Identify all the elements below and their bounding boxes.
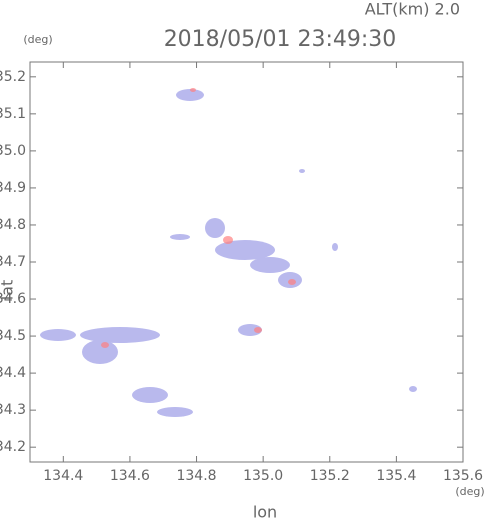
y-tick-label: 34.9 bbox=[0, 180, 26, 196]
y-axis-label: lat bbox=[0, 280, 17, 301]
y-tick-label: 34.5 bbox=[0, 328, 26, 344]
y-tick-label: 34.7 bbox=[0, 254, 26, 270]
y-tick-label: 34.8 bbox=[0, 217, 26, 233]
chart-title: 2018/05/01 23:49:30 bbox=[164, 27, 397, 52]
x-axis-label: lon bbox=[253, 503, 277, 522]
x-tick-label: 135.4 bbox=[376, 468, 416, 484]
altitude: ALT(km) 2.0 bbox=[365, 0, 460, 19]
x-tick-label: 135.6 bbox=[443, 468, 483, 484]
y-tick-label: 35.0 bbox=[0, 143, 26, 159]
x-tick-label: 134.4 bbox=[43, 468, 83, 484]
x-tick-label: 134.8 bbox=[176, 468, 216, 484]
y-unit: (deg) bbox=[23, 33, 52, 46]
x-unit: (deg) bbox=[455, 485, 484, 498]
plot-frame bbox=[29, 61, 464, 463]
y-tick-label: 34.4 bbox=[0, 365, 26, 381]
x-tick-label: 135.2 bbox=[310, 468, 350, 484]
echoes-red bbox=[101, 88, 296, 348]
y-tick-label: 34.2 bbox=[0, 439, 26, 455]
x-tick-label: 135.0 bbox=[243, 468, 283, 484]
y-tick-label: 35.2 bbox=[0, 69, 26, 85]
echoes bbox=[40, 89, 417, 417]
y-tick-label: 34.3 bbox=[0, 402, 26, 418]
x-tick-label: 134.6 bbox=[110, 468, 150, 484]
y-tick-label: 34.6 bbox=[0, 291, 26, 307]
y-tick-label: 35.1 bbox=[0, 106, 26, 122]
